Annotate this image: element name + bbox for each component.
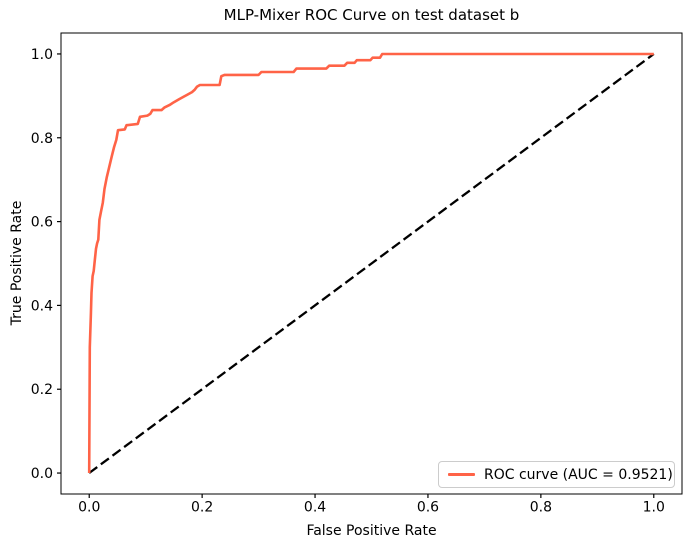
x-tick-label: 0.8 [530,500,552,516]
x-tick-label: 0.0 [78,500,100,516]
y-tick-label: 1.0 [31,47,53,63]
roc-legend-label: ROC curve (AUC = 0.9521) [484,466,673,483]
x-tick-label: 0.2 [191,500,213,516]
x-tick-label: 0.6 [417,500,439,516]
chart-title: MLP-Mixer ROC Curve on test dataset b [223,6,520,24]
chance-diagonal-line [88,53,655,474]
roc-legend-line-sample [448,473,475,476]
x-tick-label: 1.0 [643,500,665,516]
x-axis-label: False Positive Rate [306,523,437,539]
y-tick-label: 0.2 [31,382,53,398]
y-tick-label: 0.6 [31,215,53,231]
y-tick-label: 0.0 [31,466,53,482]
roc-curve-line [87,52,654,474]
y-tick-label: 0.8 [31,131,53,147]
y-axis-label: True Positive Rate [9,200,25,326]
x-tick-label: 0.4 [304,500,326,516]
y-tick-label: 0.4 [31,298,53,314]
legend-box: ROC curve (AUC = 0.9521) [438,461,675,488]
axes-border [60,32,683,495]
